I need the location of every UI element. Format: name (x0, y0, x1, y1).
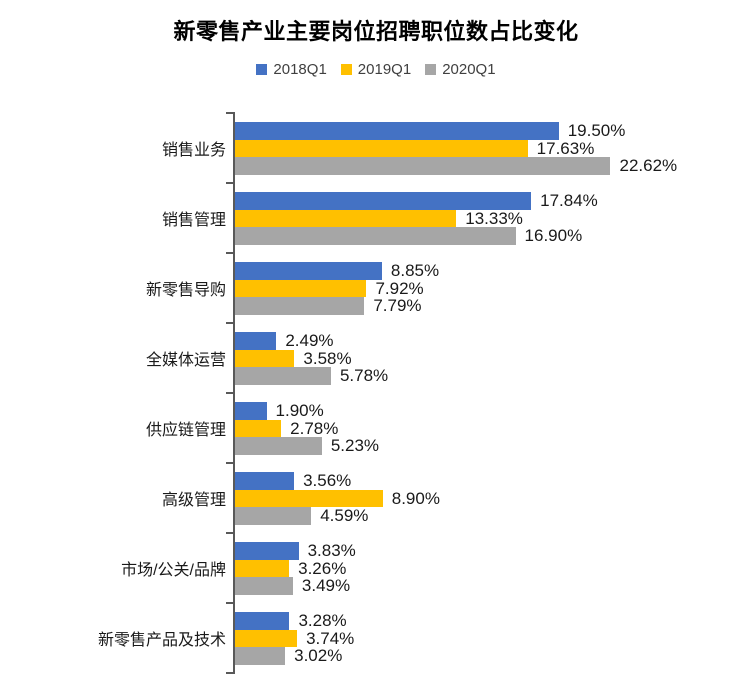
bar-2020q1 (235, 577, 293, 595)
legend: 2018Q1 2019Q1 2020Q1 (0, 61, 752, 78)
bar-2018q1 (235, 402, 267, 420)
bar-2020q1 (235, 647, 286, 665)
bar-2019q1 (235, 209, 457, 227)
value-label: 3.28% (298, 611, 347, 630)
value-label: 5.78% (339, 366, 389, 385)
legend-item-2018q1: 2018Q1 (256, 61, 327, 78)
y-axis-tick (226, 182, 235, 184)
legend-label-2018q1: 2018Q1 (273, 61, 327, 78)
legend-item-2020q1: 2020Q1 (425, 61, 496, 78)
value-label: 2.78% (290, 418, 339, 438)
category-label: 新零售导购 (145, 282, 226, 299)
bar-2019q1 (235, 279, 367, 297)
value-label: 7.79% (373, 296, 422, 315)
bar-2019q1 (235, 419, 282, 437)
y-axis-tick (226, 322, 235, 324)
y-axis-tick (226, 462, 235, 464)
legend-swatch-2019q1-icon (340, 64, 352, 75)
y-axis-tick (226, 672, 235, 674)
y-axis-tick (226, 252, 235, 254)
value-label: 8.90% (391, 488, 440, 508)
category-label: 新零售产品及技术 (97, 632, 226, 649)
value-label: 3.74% (306, 628, 355, 648)
value-label: 22.62% (619, 156, 678, 175)
y-axis-tick (226, 112, 235, 114)
legend-swatch-2018q1-icon (256, 64, 268, 75)
value-label: 13.33% (465, 208, 523, 228)
value-label: 3.26% (298, 558, 347, 578)
bar-2019q1 (235, 139, 528, 157)
bar-2019q1 (235, 629, 298, 647)
value-label: 17.63% (536, 138, 595, 158)
value-label: 8.85% (390, 261, 440, 280)
chart-title: 新零售产业主要岗位招聘职位数占比变化 (173, 19, 579, 44)
bar-2020q1 (235, 227, 516, 245)
value-label: 3.49% (301, 576, 351, 595)
y-axis-tick (226, 392, 235, 394)
bar-2020q1 (235, 297, 365, 315)
bar-2020q1 (235, 437, 322, 455)
value-label: 7.92% (375, 278, 424, 298)
category-label: 销售业务 (161, 142, 226, 159)
bar-2018q1 (235, 192, 532, 210)
bar-2019q1 (235, 489, 383, 507)
bar-2018q1 (235, 612, 290, 630)
bar-2018q1 (235, 332, 277, 350)
value-label: 5.23% (330, 436, 380, 455)
value-label: 1.90% (275, 401, 324, 420)
bar-2019q1 (235, 349, 295, 367)
value-label: 19.50% (567, 121, 626, 140)
bar-2020q1 (235, 157, 611, 175)
value-label: 4.59% (320, 506, 369, 525)
bar-2018q1 (235, 122, 559, 140)
value-label: 3.56% (303, 471, 352, 490)
bar-2018q1 (235, 472, 295, 490)
legend-swatch-2020q1-icon (425, 64, 437, 75)
legend-item-2019q1: 2019Q1 (340, 61, 412, 78)
category-label: 供应链管理 (145, 422, 226, 439)
category-label: 全媒体运营 (145, 352, 226, 369)
y-axis-tick (226, 602, 235, 604)
value-label: 17.84% (540, 191, 598, 210)
value-label: 3.02% (294, 646, 343, 665)
y-axis-tick (226, 532, 235, 534)
bar-2020q1 (235, 367, 331, 385)
value-label: 3.83% (307, 541, 356, 560)
legend-label-2019q1: 2019Q1 (357, 61, 412, 78)
value-label: 16.90% (524, 226, 583, 245)
category-label: 市场/公关/品牌 (121, 562, 226, 579)
category-label: 销售管理 (161, 212, 226, 229)
bar-2018q1 (235, 262, 382, 280)
value-label: 2.49% (285, 331, 334, 350)
value-label: 3.58% (303, 348, 352, 368)
category-label: 高级管理 (161, 492, 226, 509)
bar-2018q1 (235, 542, 299, 560)
legend-label-2020q1: 2020Q1 (442, 61, 496, 78)
bar-2020q1 (235, 507, 312, 525)
bar-2019q1 (235, 559, 290, 577)
